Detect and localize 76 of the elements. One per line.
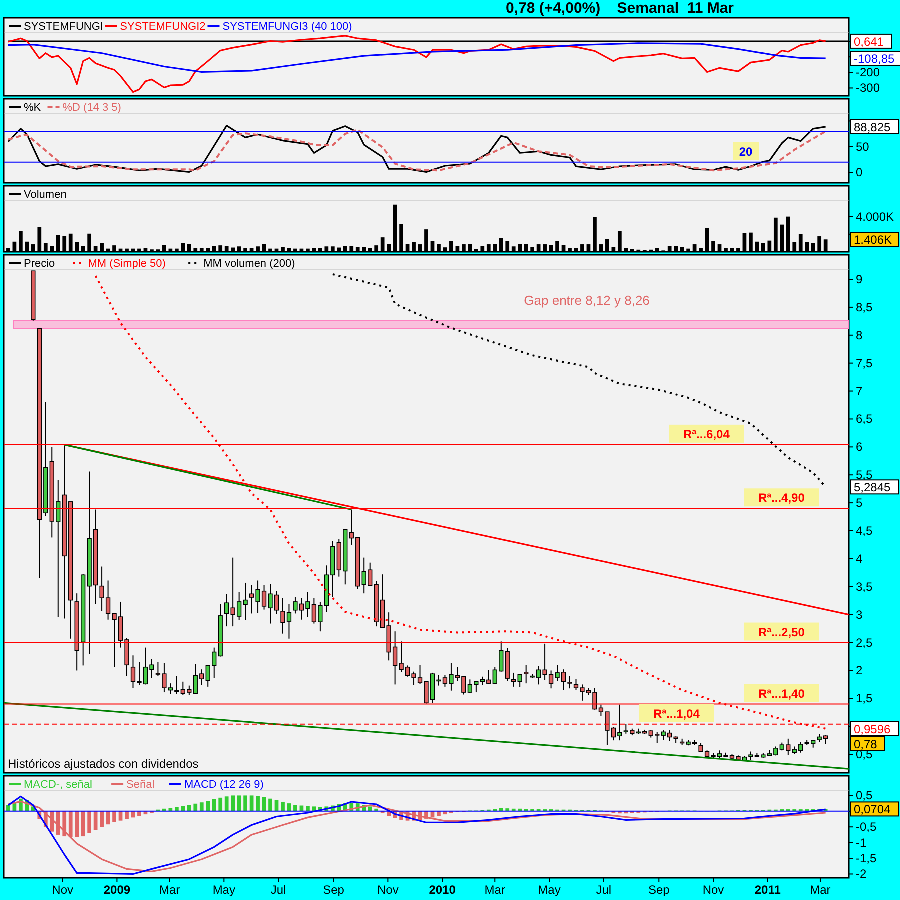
x-tick-label: Jul — [596, 883, 612, 897]
y-tick-label: 8,5 — [856, 300, 874, 314]
y-tick-label: 5 — [856, 496, 863, 510]
x-tick-label: Mar — [810, 883, 831, 897]
annotation: 0,78 — [854, 737, 878, 752]
ref-line-label: Rª...6,04 — [683, 427, 730, 442]
y-tick-label: 3,5 — [856, 580, 874, 594]
annotation: 0,9596 — [854, 722, 892, 736]
y-tick-label: 4 — [856, 552, 863, 566]
ref-line-label: 20 — [739, 144, 754, 159]
annotation: Históricos ajustados con dividendos — [8, 757, 199, 771]
label-box: Rª...1,04 — [639, 704, 714, 722]
y-tick-label: 2,5 — [856, 636, 874, 650]
x-tick-label: Nov — [702, 883, 724, 897]
label-box: 20 — [733, 142, 759, 160]
y-tick-label: -300 — [856, 81, 880, 96]
annotation: 1.406K — [854, 233, 892, 248]
y-tick-label: 4,5 — [856, 524, 874, 538]
y-tick-label: 3 — [856, 608, 863, 622]
legend-label: SYSTEMFUNGI2 — [120, 21, 206, 33]
x-tick-label: Mar — [484, 883, 506, 897]
x-tick-label: Sep — [648, 883, 670, 897]
legend-label: Señal — [126, 779, 155, 791]
y-tick-label: 7 — [856, 384, 863, 398]
annotation: 88,825 — [854, 120, 892, 134]
y-tick-label: 7,5 — [856, 356, 874, 370]
chart-title: 0,78 (+4,00%) Semanal 11 Mar — [506, 0, 734, 17]
label-box: Rª...4,90 — [744, 488, 819, 507]
y-tick-label: 0 — [856, 166, 863, 180]
y-tick-label: 6 — [856, 440, 863, 454]
y-tick-label: -2 — [856, 867, 867, 882]
legend-label: MM volumen (200) — [204, 258, 296, 270]
ref-line-label: Rª...2,50 — [758, 625, 806, 640]
x-tick-label: 2010 — [429, 883, 456, 897]
y-tick-label: 50 — [856, 140, 870, 154]
x-tick-label: 2011 — [754, 883, 782, 897]
x-tick-label: Nov — [52, 883, 74, 897]
legend-label: MACD (12 26 9) — [184, 779, 264, 791]
y-tick-label: 1,5 — [856, 692, 874, 706]
y-tick-label: 5,5 — [856, 468, 874, 482]
y-tick-label: -1 — [856, 836, 867, 850]
annotation: 5,2845 — [854, 480, 892, 495]
legend-label: SYSTEMFUNGI — [24, 21, 104, 33]
x-tick-label: May — [212, 883, 236, 897]
x-tick-label: Mar — [159, 883, 180, 897]
y-tick-label: 0,5 — [856, 788, 874, 803]
ref-line-label: Rª...1,04 — [653, 706, 700, 721]
label-box: Rª...6,04 — [669, 424, 744, 443]
legend-label: Volumen — [24, 189, 67, 201]
label-box: Rª...1,40 — [744, 684, 819, 702]
y-tick-label: 9 — [856, 272, 863, 286]
annotation: -108,85 — [854, 52, 896, 66]
y-tick-label: 2 — [856, 664, 863, 678]
y-tick-label: 8 — [856, 328, 863, 342]
label-box: Rª...2,50 — [744, 622, 819, 641]
x-tick-label: Nov — [378, 883, 399, 897]
x-tick-label: Jul — [270, 883, 286, 897]
ref-line-label: Rª...1,40 — [758, 686, 806, 701]
ref-line-label: Rª...4,90 — [758, 491, 806, 506]
legend-label: MACD-, señal — [24, 779, 92, 791]
y-tick-label: -0,5 — [856, 820, 878, 834]
y-tick-label: 4.000K — [856, 210, 894, 224]
annotation: 0,0704 — [854, 802, 892, 817]
x-tick-label: Sep — [323, 883, 345, 897]
legend-label: %D (14 3 5) — [62, 102, 122, 114]
legend-label: Precio — [24, 258, 56, 270]
annotation: 0,641 — [854, 34, 884, 49]
y-tick-label: -200 — [856, 66, 880, 80]
legend-label: SYSTEMFUNGI3 (40 100) — [222, 21, 352, 33]
legend-label: MM (Simple 50) — [88, 258, 166, 270]
band-label: Gap entre 8,12 y 8,26 — [524, 292, 650, 308]
x-tick-label: 2009 — [104, 883, 131, 897]
legend-label: %K — [24, 102, 42, 114]
y-tick-label: -1,5 — [856, 852, 878, 866]
x-tick-label: May — [538, 883, 561, 897]
y-tick-label: 6,5 — [856, 412, 874, 426]
